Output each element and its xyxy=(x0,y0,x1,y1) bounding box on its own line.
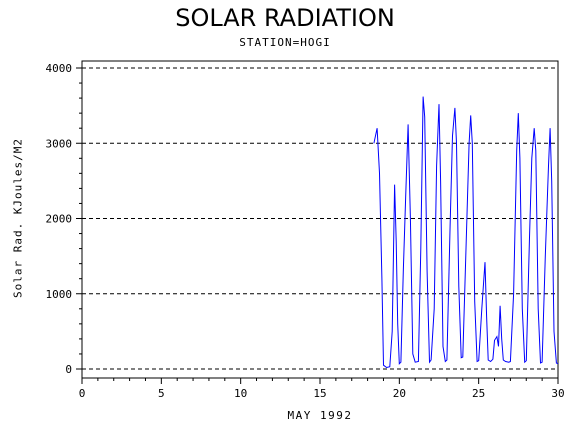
x-tick-label: 30 xyxy=(551,387,564,400)
y-tick-label: 2000 xyxy=(46,213,73,226)
grid xyxy=(82,67,558,370)
axes: 0 1000 2000 3000 4000 0 5 10 15 20 25 30 xyxy=(46,60,565,400)
x-tick-label: 20 xyxy=(393,387,406,400)
x-tick-label: 5 xyxy=(158,387,165,400)
x-tick-label: 15 xyxy=(313,387,326,400)
series-line xyxy=(373,96,559,369)
x-tick-label: 10 xyxy=(234,387,247,400)
x-tick-label: 0 xyxy=(79,387,86,400)
chart-title: SOLAR RADIATION xyxy=(175,4,395,32)
chart-subtitle: STATION=HOGI xyxy=(239,36,331,49)
x-tick-label: 25 xyxy=(472,387,485,400)
y-tick-label: 4000 xyxy=(46,62,73,75)
y-tick-label: 0 xyxy=(65,363,72,376)
series-layer xyxy=(373,96,559,369)
y-tick-label: 3000 xyxy=(46,137,73,150)
plot-frame xyxy=(81,60,559,379)
y-tick-label: 1000 xyxy=(46,288,73,301)
x-axis-label: MAY 1992 xyxy=(287,409,353,422)
